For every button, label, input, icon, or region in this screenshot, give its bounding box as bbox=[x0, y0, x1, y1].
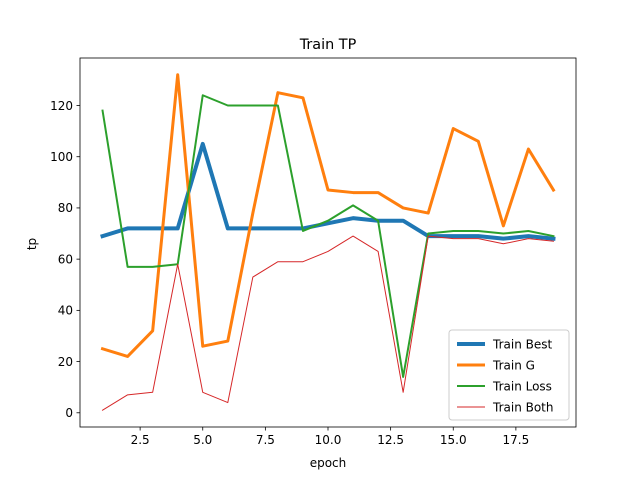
x-tick-label: 7.5 bbox=[256, 433, 275, 447]
x-tick-label: 5.0 bbox=[193, 433, 212, 447]
y-tick-label: 100 bbox=[50, 150, 73, 164]
y-axis-title: tp bbox=[25, 238, 39, 250]
x-tick-label: 10.0 bbox=[315, 433, 342, 447]
plot-area: 2.5 5.0 7.5 10.0 12.5 15.0 17.5 0 20 40 60 80 100 120 bbox=[50, 57, 577, 447]
y-tick-label: 0 bbox=[65, 406, 73, 420]
x-tick-label: 17.5 bbox=[503, 433, 530, 447]
series-line-1 bbox=[100, 141, 556, 241]
legend-label: Train Both bbox=[492, 400, 554, 414]
x-tick-label: 2.5 bbox=[131, 433, 150, 447]
y-tick-label: 40 bbox=[58, 304, 73, 318]
legend: Train Best Train G Train Loss Train Both bbox=[448, 329, 570, 421]
legend-label: Train Best bbox=[492, 337, 552, 351]
legend-box bbox=[448, 329, 570, 421]
x-tick-label: 15.0 bbox=[440, 433, 467, 447]
series-line-2 bbox=[100, 73, 556, 358]
legend-label: Train Loss bbox=[492, 379, 552, 393]
series-line-4 bbox=[101, 235, 554, 411]
legend-label: Train G bbox=[492, 358, 535, 372]
y-tick-label: 80 bbox=[58, 201, 73, 215]
y-tick-label: 120 bbox=[50, 99, 73, 113]
y-tick-label: 60 bbox=[58, 252, 73, 266]
x-tick-label: 12.5 bbox=[377, 433, 404, 447]
y-tick-label: 20 bbox=[58, 355, 73, 369]
x-axis-title: epoch bbox=[310, 456, 347, 470]
chart-title: Train TP bbox=[299, 37, 357, 53]
